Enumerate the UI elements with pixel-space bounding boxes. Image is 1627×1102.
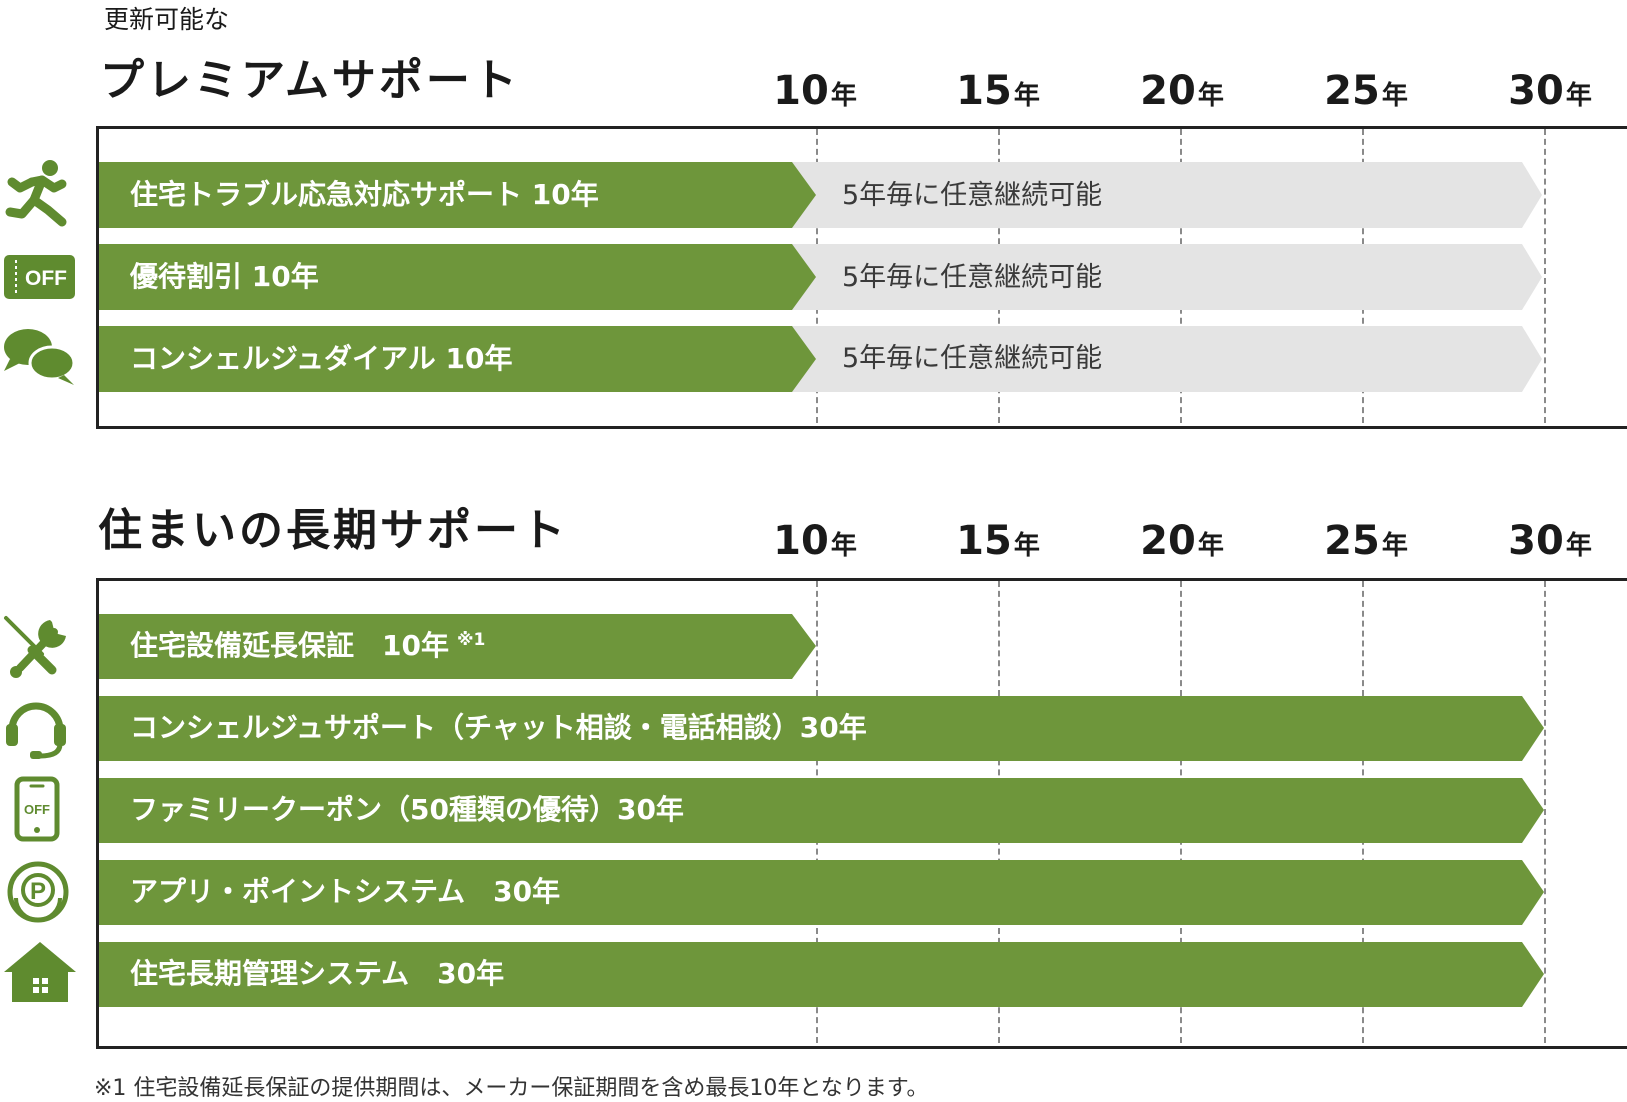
premium-timeline-frame <box>96 126 1627 429</box>
premium-row3-extension-bar <box>790 326 1542 392</box>
longterm-timeline-frame <box>96 578 1627 1049</box>
longterm-row1-note: ※1 <box>456 630 486 650</box>
chat-bubbles-icon <box>4 329 76 385</box>
longterm-year-30: 30年 <box>1508 518 1592 564</box>
premium-subtitle: 更新可能な <box>104 5 230 34</box>
premium-year-10: 10年 <box>773 68 857 114</box>
longterm-year-20: 20年 <box>1140 518 1224 564</box>
premium-row1-bar <box>99 162 816 228</box>
off-coupon-icon-text: OFF <box>25 267 67 290</box>
longterm-year-10: 10年 <box>773 518 857 564</box>
longterm-row5-label: 住宅長期管理システム 30年 <box>130 957 505 990</box>
smartphone-off-icon: OFF <box>14 776 60 842</box>
premium-row2-bar <box>99 244 816 310</box>
running-person-icon <box>5 160 67 227</box>
headset-icon <box>6 702 66 759</box>
premium-row2-label: 優待割引 10年 <box>130 260 319 293</box>
longterm-row2-bar <box>99 696 1544 761</box>
longterm-year-15: 15年 <box>956 518 1040 564</box>
premium-row3-bar <box>99 326 816 392</box>
point-coin-icon: P <box>7 861 69 923</box>
premium-year-15: 15年 <box>956 68 1040 114</box>
premium-row3-extension: 5年毎に任意継続可能 <box>842 343 1103 374</box>
longterm-row3-bar <box>99 778 1544 843</box>
longterm-title: 住まいの長期サポート <box>98 505 568 556</box>
longterm-row5-bar <box>99 942 1544 1007</box>
premium-gridline-30 <box>1544 129 1546 423</box>
premium-row3-label: コンシェルジュダイアル 10年 <box>130 342 513 375</box>
off-coupon-icon: OFF <box>4 255 75 299</box>
longterm-row1-bar <box>99 614 816 679</box>
premium-row1-extension-bar <box>790 162 1542 228</box>
longterm-row4-label: アプリ・ポイントシステム 30年 <box>130 875 561 908</box>
premium-row2-extension: 5年毎に任意継続可能 <box>842 262 1103 293</box>
premium-year-30: 30年 <box>1508 68 1592 114</box>
house-icon <box>4 942 76 1002</box>
premium-title: プレミアムサポート <box>100 55 520 106</box>
premium-row1-extension: 5年毎に任意継続可能 <box>842 180 1103 211</box>
longterm-row1-label: 住宅設備延長保証 10年 <box>130 629 449 662</box>
tools-icon <box>4 616 66 678</box>
premium-year-20: 20年 <box>1140 68 1224 114</box>
premium-year-25: 25年 <box>1324 68 1408 114</box>
longterm-gridline-30 <box>1544 581 1546 1043</box>
footnote: ※1 住宅設備延長保証の提供期間は、メーカー保証期間を含め最長10年となります。 <box>94 1076 929 1101</box>
longterm-row3-label: ファミリークーポン（50種類の優待）30年 <box>130 793 684 826</box>
premium-row2-extension-bar <box>790 244 1542 310</box>
longterm-row4-bar <box>99 860 1544 925</box>
longterm-row2-label: コンシェルジュサポート（チャット相談・電話相談）30年 <box>130 711 867 744</box>
longterm-row1-label-wrap: 住宅設備延長保証 10年 ※1 <box>130 632 485 660</box>
point-coin-icon-text: P <box>30 878 46 905</box>
smartphone-off-icon-text: OFF <box>24 802 50 817</box>
premium-row1-label: 住宅トラブル応急対応サポート 10年 <box>130 178 599 211</box>
longterm-year-25: 25年 <box>1324 518 1408 564</box>
